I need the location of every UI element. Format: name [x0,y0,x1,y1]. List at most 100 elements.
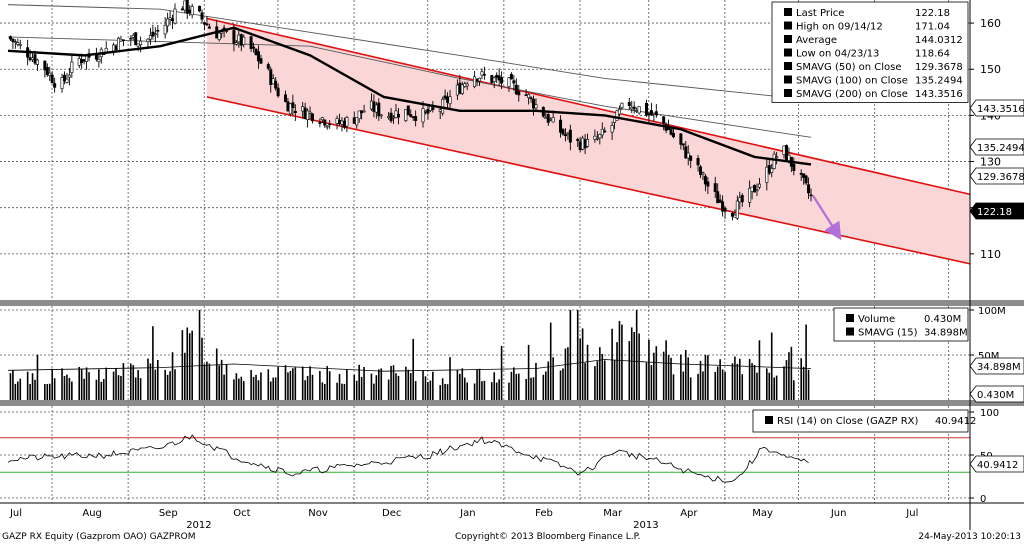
price-value-tag-box [969,202,1024,220]
candle-body [529,97,533,100]
rsi-panel [0,434,970,483]
price-legend-label: Average [796,35,837,46]
month-label: Jan [459,508,475,519]
candle-body [259,58,263,64]
rsi-value-tag-box [969,455,1024,473]
candle-body [524,94,528,96]
month-label: Jun [830,508,847,519]
rsi-legend-swatch [765,416,773,424]
candle-body [288,103,292,115]
candle-body [62,74,66,81]
candle-body [473,76,477,88]
volume-sma15-line [7,359,812,372]
candle-body [283,94,287,102]
rsi-legend-value: 40.9412 [935,416,976,427]
candle-body [649,110,653,116]
candle-body [45,67,49,76]
candle-body [757,183,761,188]
candle-body [303,107,307,120]
price-value-tag-box [969,138,1024,156]
candle-body [600,128,604,136]
candle-body [119,38,123,42]
value-tags: 143.3516 135.2494 129.3678 122.18 34.898M 0.4… [969,99,1024,473]
candle-body [603,130,607,133]
candle-body [615,110,619,121]
candle-body [713,183,717,192]
candle-body [455,84,459,96]
candle-body [80,59,84,63]
candle-body [703,175,707,185]
price-legend: Last Price 122.18 High on 09/14/12 171.04 Av… [771,1,969,103]
price-tick-label: 160 [980,17,1001,30]
rsi-tick-label: 100 [980,408,999,419]
candle-body [409,114,413,117]
candle-body [50,74,54,84]
month-label: Feb [535,508,553,519]
candle-body [28,57,32,61]
month-label: Jul [9,508,22,519]
candle-body [148,35,152,40]
candle-body [342,120,346,128]
footer-timestamp: 24-May-2013 10:20:13 [918,532,1021,542]
candle-body [750,186,754,192]
candle-body [632,106,636,110]
candle-body [654,111,658,116]
candle-body [389,112,393,122]
candle-body [448,96,452,105]
year-label: 2013 [633,520,658,530]
candle-body [716,191,720,204]
candle-body [190,6,194,16]
volume-panel [7,310,812,400]
candle-body [239,34,243,46]
candle-body [517,91,521,96]
candle-body [549,118,553,121]
rsi-legend: RSI (14) on Close (GAZP RX) 40.9412 [752,409,976,433]
price-tick-label: 150 [980,63,1001,76]
price-legend-value: 144.0312 [915,35,963,46]
candle-body [372,101,376,112]
candle-body [205,23,209,26]
price-value-tag-box [969,167,1024,185]
candle-body [477,77,481,82]
candle-body [755,189,759,192]
candle-body [753,184,757,193]
panel-separator [0,400,1024,406]
candle-body [180,8,184,11]
candle-body [802,173,806,178]
footer-security: GAZP RX Equity (Gazprom OAO) GAZPROM [2,532,196,542]
candle-body [70,61,74,73]
candle-body [507,77,511,87]
volume-tick-label: 100M [978,306,1006,317]
candle-body [423,110,427,113]
candle-body [662,116,666,124]
price-legend-box [771,1,969,103]
candle-body [33,54,37,64]
price-value-tag-box [969,99,1024,117]
candle-body [495,75,499,78]
candle-body [701,172,705,175]
candle-body [202,22,206,25]
candle-body [809,194,813,197]
price-legend-swatch [784,62,792,70]
candle-body [345,117,349,127]
panel-separator [0,300,1024,306]
candle-body [249,36,253,49]
candle-body [207,26,211,29]
candle-body [647,113,651,115]
panel-frame [0,0,1024,530]
candle-body [254,48,258,55]
candle-body [85,55,89,62]
rsi-legend-label: RSI (14) on Close (GAZP RX) [777,416,919,427]
price-value-tag: 122.18 [977,207,1012,218]
year-label: 2012 [186,520,211,530]
candle-body [441,98,445,114]
candle-body [706,181,710,187]
footer-copyright: Copyright© 2013 Bloomberg Finance L.P. [455,532,641,542]
candle-body [598,134,602,139]
candle-body [43,60,47,71]
candle-body [166,18,170,27]
candle-body [306,110,310,120]
volume-legend-label: Volume [858,314,895,325]
forecast-arrow [812,195,842,241]
candle-body [291,102,295,109]
